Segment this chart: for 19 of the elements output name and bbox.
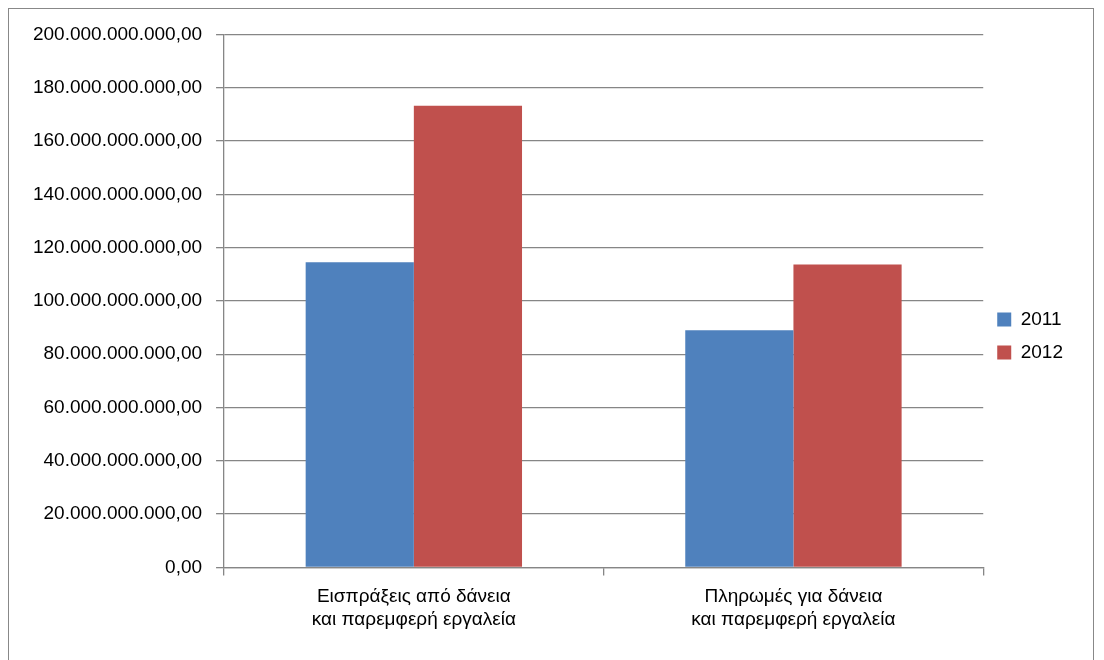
y-tick-label: 80.000.000.000,00 (43, 342, 203, 364)
y-tick-label: 20.000.000.000,00 (43, 502, 203, 524)
x-tick-label: Εισπράξεις από δάνεια και παρεμφερή εργαλεία (311, 585, 516, 629)
bar (413, 105, 523, 567)
y-tick-label: 140.000.000.000,00 (32, 182, 203, 204)
bar (685, 330, 794, 567)
y-tick-label: 120.000.000.000,00 (32, 235, 203, 257)
y-tick-label: 60.000.000.000,00 (43, 395, 203, 417)
legend-label: 2012 (1020, 340, 1064, 362)
y-tick-label: 100.000.000.000,00 (32, 289, 203, 311)
legend-label: 2011 (1020, 307, 1062, 329)
bar (793, 264, 902, 567)
y-tick-label: 200.000.000.000,00 (32, 22, 203, 44)
y-tick-label: 0,00 (165, 555, 203, 577)
x-tick-label: Πληρωμές για δάνεια και παρεμφερή εργαλεία (691, 585, 896, 629)
y-tick-label: 180.000.000.000,00 (32, 75, 203, 97)
y-tick-label: 160.000.000.000,00 (32, 129, 203, 151)
bar (305, 262, 414, 567)
y-tick-label: 40.000.000.000,00 (43, 449, 203, 471)
